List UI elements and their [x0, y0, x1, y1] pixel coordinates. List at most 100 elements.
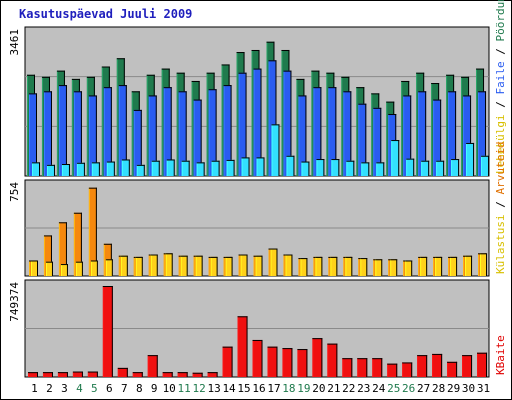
files-bar	[193, 99, 202, 176]
files-bar	[358, 103, 367, 176]
kbytes-bar	[132, 372, 143, 377]
x-tick-label: 31	[477, 382, 490, 395]
visitors-bar	[345, 256, 353, 276]
files-bar	[283, 70, 292, 176]
pages-bar	[316, 159, 325, 176]
kbytes-bar	[297, 349, 308, 377]
kbytes-bar	[57, 372, 68, 377]
panel-2-y-max-label: 754	[8, 182, 21, 202]
pages-bar	[46, 164, 55, 176]
visitors-bar	[420, 256, 428, 276]
files-bar	[163, 87, 172, 176]
panel-2-series-label-2: Arvuteid	[494, 142, 507, 195]
files-bar	[313, 87, 322, 176]
pages-bar	[256, 157, 265, 176]
kbytes-bar	[462, 355, 473, 377]
pages-bar	[226, 159, 235, 176]
files-bar	[103, 87, 112, 176]
x-tick-label: 12	[193, 382, 206, 395]
kbytes-bar	[177, 372, 188, 377]
kbytes-bar	[207, 372, 218, 377]
pages-bar	[271, 124, 280, 176]
pages-bar	[106, 161, 115, 176]
x-tick-label: 2	[46, 382, 53, 395]
pages-bar	[136, 164, 145, 176]
x-tick-label: 15	[237, 382, 250, 395]
kbytes-bar	[102, 286, 113, 377]
panel-1-y-max-label: 3461	[8, 29, 21, 56]
kbytes-bar	[417, 355, 428, 377]
kbytes-bar	[372, 358, 383, 377]
pages-bar	[61, 164, 70, 176]
kbytes-bar	[42, 372, 53, 377]
visitors-bar	[315, 256, 323, 276]
x-tick-label: 20	[312, 382, 325, 395]
sites-bar	[73, 212, 82, 276]
pages-bar	[181, 160, 190, 176]
x-tick-label: 25	[387, 382, 400, 395]
visitors-bar	[120, 255, 128, 276]
visitors-bar	[135, 256, 143, 276]
files-bar	[478, 91, 487, 176]
visitors-bar	[225, 256, 233, 276]
visitors-bar	[375, 259, 383, 276]
pages-bar	[406, 158, 415, 176]
visitors-bar	[405, 260, 413, 276]
kbytes-bar	[402, 362, 413, 377]
pages-bar	[361, 162, 370, 176]
visitors-bar	[300, 258, 308, 276]
pages-bar	[166, 159, 175, 176]
kbytes-bar	[327, 343, 338, 377]
files-bar	[88, 95, 97, 176]
panel-2-series-label: Külastusi / Arvuteid	[494, 142, 507, 274]
x-tick-label: 6	[106, 382, 113, 395]
files-bar	[238, 72, 247, 176]
kbytes-bar	[162, 372, 173, 377]
kbytes-bar	[342, 358, 353, 377]
kbytes-bar	[267, 346, 278, 377]
sites-bar	[43, 235, 52, 276]
x-tick-label: 3	[61, 382, 68, 395]
x-tick-label: 26	[402, 382, 415, 395]
kbytes-bar	[222, 346, 233, 377]
files-bar	[403, 95, 412, 176]
pages-bar	[211, 160, 220, 176]
x-tick-label: 9	[151, 382, 158, 395]
x-tick-label: 17	[267, 382, 280, 395]
panel-1-series-label-1: Lehekülgi	[494, 114, 507, 174]
visitors-bar	[195, 255, 203, 276]
x-tick-label: 27	[417, 382, 430, 395]
panel-1-series-label-2: Faile	[494, 61, 507, 94]
x-tick-label: 11	[178, 382, 191, 395]
pages-bar	[286, 155, 295, 176]
x-tick-label: 18	[282, 382, 295, 395]
pages-bar	[331, 159, 340, 176]
visitors-bar	[75, 261, 83, 276]
visitors-bar	[90, 260, 98, 276]
visitors-bar	[450, 256, 458, 276]
kbytes-bar	[117, 367, 128, 377]
visitors-bar	[150, 254, 158, 276]
x-tick-label: 23	[357, 382, 370, 395]
files-bar	[268, 60, 277, 176]
panel-3-series-label: KBaite	[494, 335, 507, 375]
pages-bar	[301, 161, 310, 176]
files-bar	[118, 85, 127, 176]
series-label-separator: /	[494, 195, 507, 215]
kbytes-bar	[237, 316, 248, 377]
visitors-bar	[165, 253, 173, 276]
x-tick-label: 7	[121, 382, 128, 395]
x-tick-label: 13	[207, 382, 220, 395]
files-bar	[29, 93, 37, 176]
panel-1-series-label-3: Pöördumisi	[494, 0, 507, 42]
pages-bar	[466, 142, 475, 176]
x-tick-label: 1	[31, 382, 38, 395]
files-bar	[343, 91, 352, 176]
x-tick-label: 29	[447, 382, 460, 395]
files-bar	[418, 91, 427, 176]
panel-1-series-label: Lehekülgi / Faile / Pöördumisi	[494, 0, 507, 174]
files-bar	[373, 107, 382, 176]
pages-bar	[76, 162, 85, 176]
visitors-bar	[60, 264, 68, 276]
